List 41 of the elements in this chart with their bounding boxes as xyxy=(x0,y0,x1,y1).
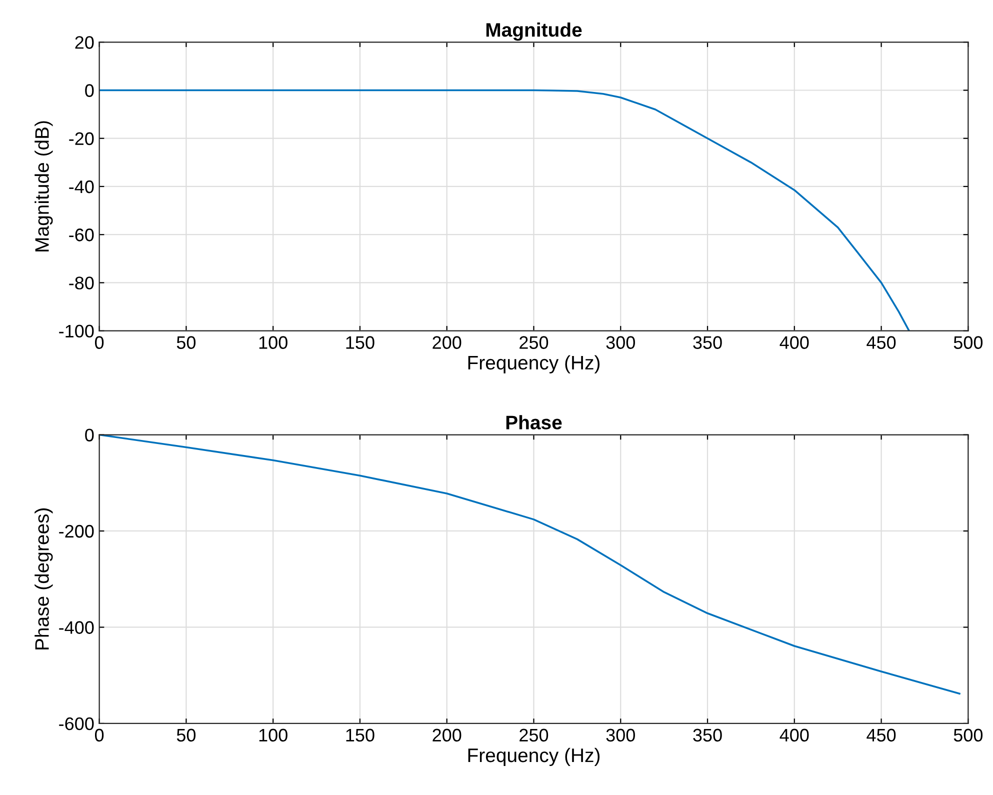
line-series xyxy=(99,89,910,331)
x-tick-label: 400 xyxy=(780,728,809,742)
y-tick-label: -80 xyxy=(69,276,94,290)
y-tick-label: -200 xyxy=(59,524,94,538)
x-tick-label: 200 xyxy=(432,728,462,742)
x-tick-label: 150 xyxy=(346,336,374,349)
y-tick-label: -40 xyxy=(69,180,94,194)
y-tick-label: -20 xyxy=(69,132,94,146)
x-tick-label: 100 xyxy=(259,728,288,742)
x-tick-label: 450 xyxy=(866,728,896,742)
x-tick-label: 100 xyxy=(259,336,288,349)
x-tick-label: 350 xyxy=(693,728,722,742)
y-tick-label: 0 xyxy=(85,428,94,442)
x-tick-label: 500 xyxy=(954,728,983,742)
x-tick-label: 50 xyxy=(176,336,196,349)
y-axis-title: Phase (degrees) xyxy=(34,508,53,650)
y-tick-label: 20 xyxy=(75,36,94,49)
x-tick-label: 200 xyxy=(432,336,462,349)
chart-title: Magnitude xyxy=(486,22,582,41)
x-tick-label: 250 xyxy=(520,728,548,742)
y-tick-label: -600 xyxy=(59,717,94,730)
x-tick-label: 250 xyxy=(520,336,548,349)
x-tick-label: 300 xyxy=(606,728,635,742)
x-tick-label: 350 xyxy=(693,336,722,349)
y-tick-label: 0 xyxy=(85,84,94,97)
x-axis-title: Frequency (Hz) xyxy=(468,355,600,374)
y-tick-label: -60 xyxy=(69,228,94,242)
x-axis-title: Frequency (Hz) xyxy=(468,748,600,766)
x-tick-label: 450 xyxy=(866,336,896,349)
y-axis-title: Magnitude (dB) xyxy=(34,121,53,252)
x-tick-label: 50 xyxy=(176,728,196,742)
chart-title: Phase xyxy=(506,415,562,430)
x-tick-label: 150 xyxy=(346,728,374,742)
x-tick-label: 0 xyxy=(94,728,104,742)
y-tick-label: -100 xyxy=(59,324,94,338)
x-tick-label: 400 xyxy=(780,336,809,349)
y-tick-label: -400 xyxy=(59,621,94,634)
x-tick-label: 300 xyxy=(606,336,635,349)
x-tick-label: 500 xyxy=(954,336,983,349)
x-tick-label: 0 xyxy=(94,336,104,349)
line-series xyxy=(99,434,960,695)
